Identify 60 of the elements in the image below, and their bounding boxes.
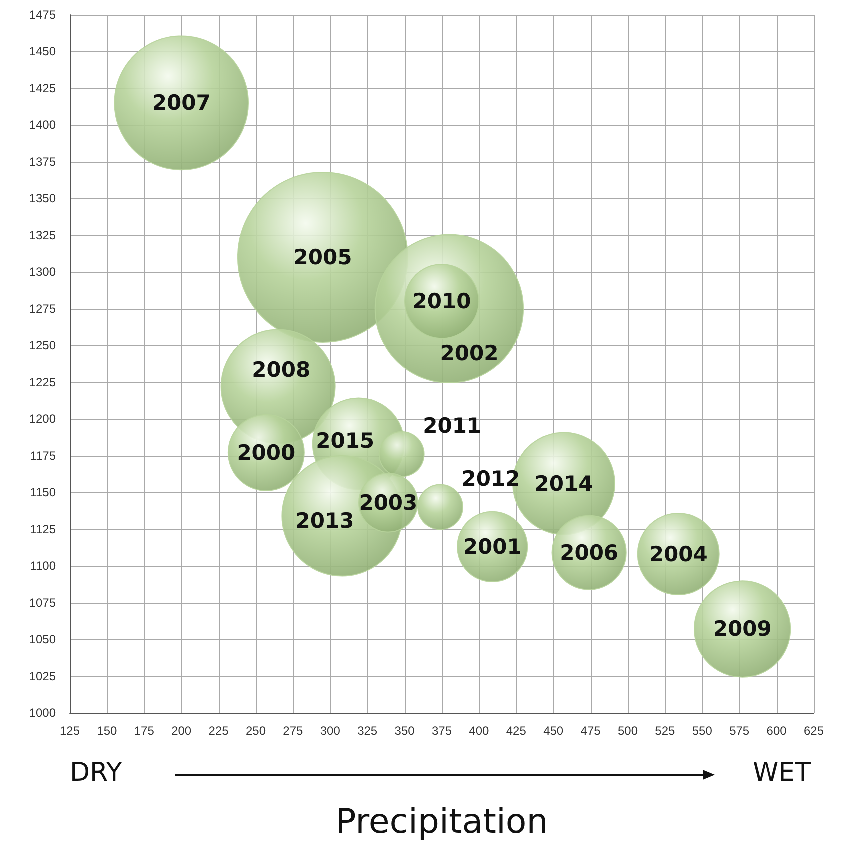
y-tick-label: 1350 [29,192,56,206]
y-tick-label: 1225 [29,375,56,390]
x-tick-label: 400 [469,724,490,738]
annotation: 2015 [316,428,375,453]
annotation: 2007 [152,91,211,116]
annotation: 2012 [462,466,520,491]
annotation: 2000 [237,440,296,465]
x-tick-label: 350 [394,724,416,738]
x-tick-label: 250 [246,724,266,738]
x-tick-label: 325 [358,724,378,738]
y-tick-label: 1425 [29,81,56,96]
x-tick-label: 300 [320,724,341,738]
x-tick-label: 475 [580,724,602,738]
y-tick-label: 1275 [29,302,56,316]
y-tick-label: 1300 [29,265,56,280]
y-tick-label: 1100 [30,559,56,574]
x-tick-label: 625 [804,724,824,738]
text: WET [752,758,811,788]
y-tick-label: 1075 [29,596,56,610]
annotation: 2001 [463,534,522,559]
y-tick-label: 1475 [29,8,56,22]
y-tick-label: 1050 [29,632,56,647]
annotation: 2009 [713,617,772,642]
annotation: 2004 [649,542,708,566]
y-tick-label: 1025 [29,669,56,684]
annotation: 2014 [534,472,594,496]
x-tick-label: 125 [60,724,80,738]
annotation: 2006 [560,540,619,565]
y-tick-label: 1325 [29,228,56,242]
y-tick-label: 1450 [29,44,56,59]
y-tick-label: 1400 [29,118,56,132]
x-tick-label: 550 [692,724,713,738]
y-tick-label: 1375 [29,154,56,169]
y-tick-label: 1150 [30,486,56,500]
annotation: 2010 [412,290,472,314]
annotation: 2005 [294,245,352,270]
y-tick-label: 1250 [29,338,56,353]
x-tick-label: 225 [208,724,230,738]
y-tick-label: 1175 [30,448,56,463]
x-tick-label: 600 [766,724,788,738]
x-tick-label: 450 [544,724,564,738]
x-tick-label: 275 [283,724,304,738]
x-tick-label: 375 [432,724,452,738]
x-tick-label: 200 [172,724,192,738]
y-tick-label: 1200 [29,412,56,426]
annotation: 2003 [359,490,418,515]
text: DRY [70,758,122,788]
y-tick-label: 1125 [30,522,56,536]
annotation: 2011 [423,414,482,438]
x-tick-label: 525 [655,724,676,738]
x-axis-title: Precipitation [336,802,548,842]
annotation: 2013 [296,509,354,534]
x-tick-label: 575 [730,724,750,738]
x-tick-label: 500 [618,724,638,738]
x-tick-label: 425 [506,724,527,738]
x-tick-label: 150 [97,724,118,738]
y-tick-label: 1000 [29,706,56,720]
annotation: 2008 [252,358,311,382]
annotation: 2002 [440,341,499,366]
x-tick-label: 175 [134,724,155,738]
